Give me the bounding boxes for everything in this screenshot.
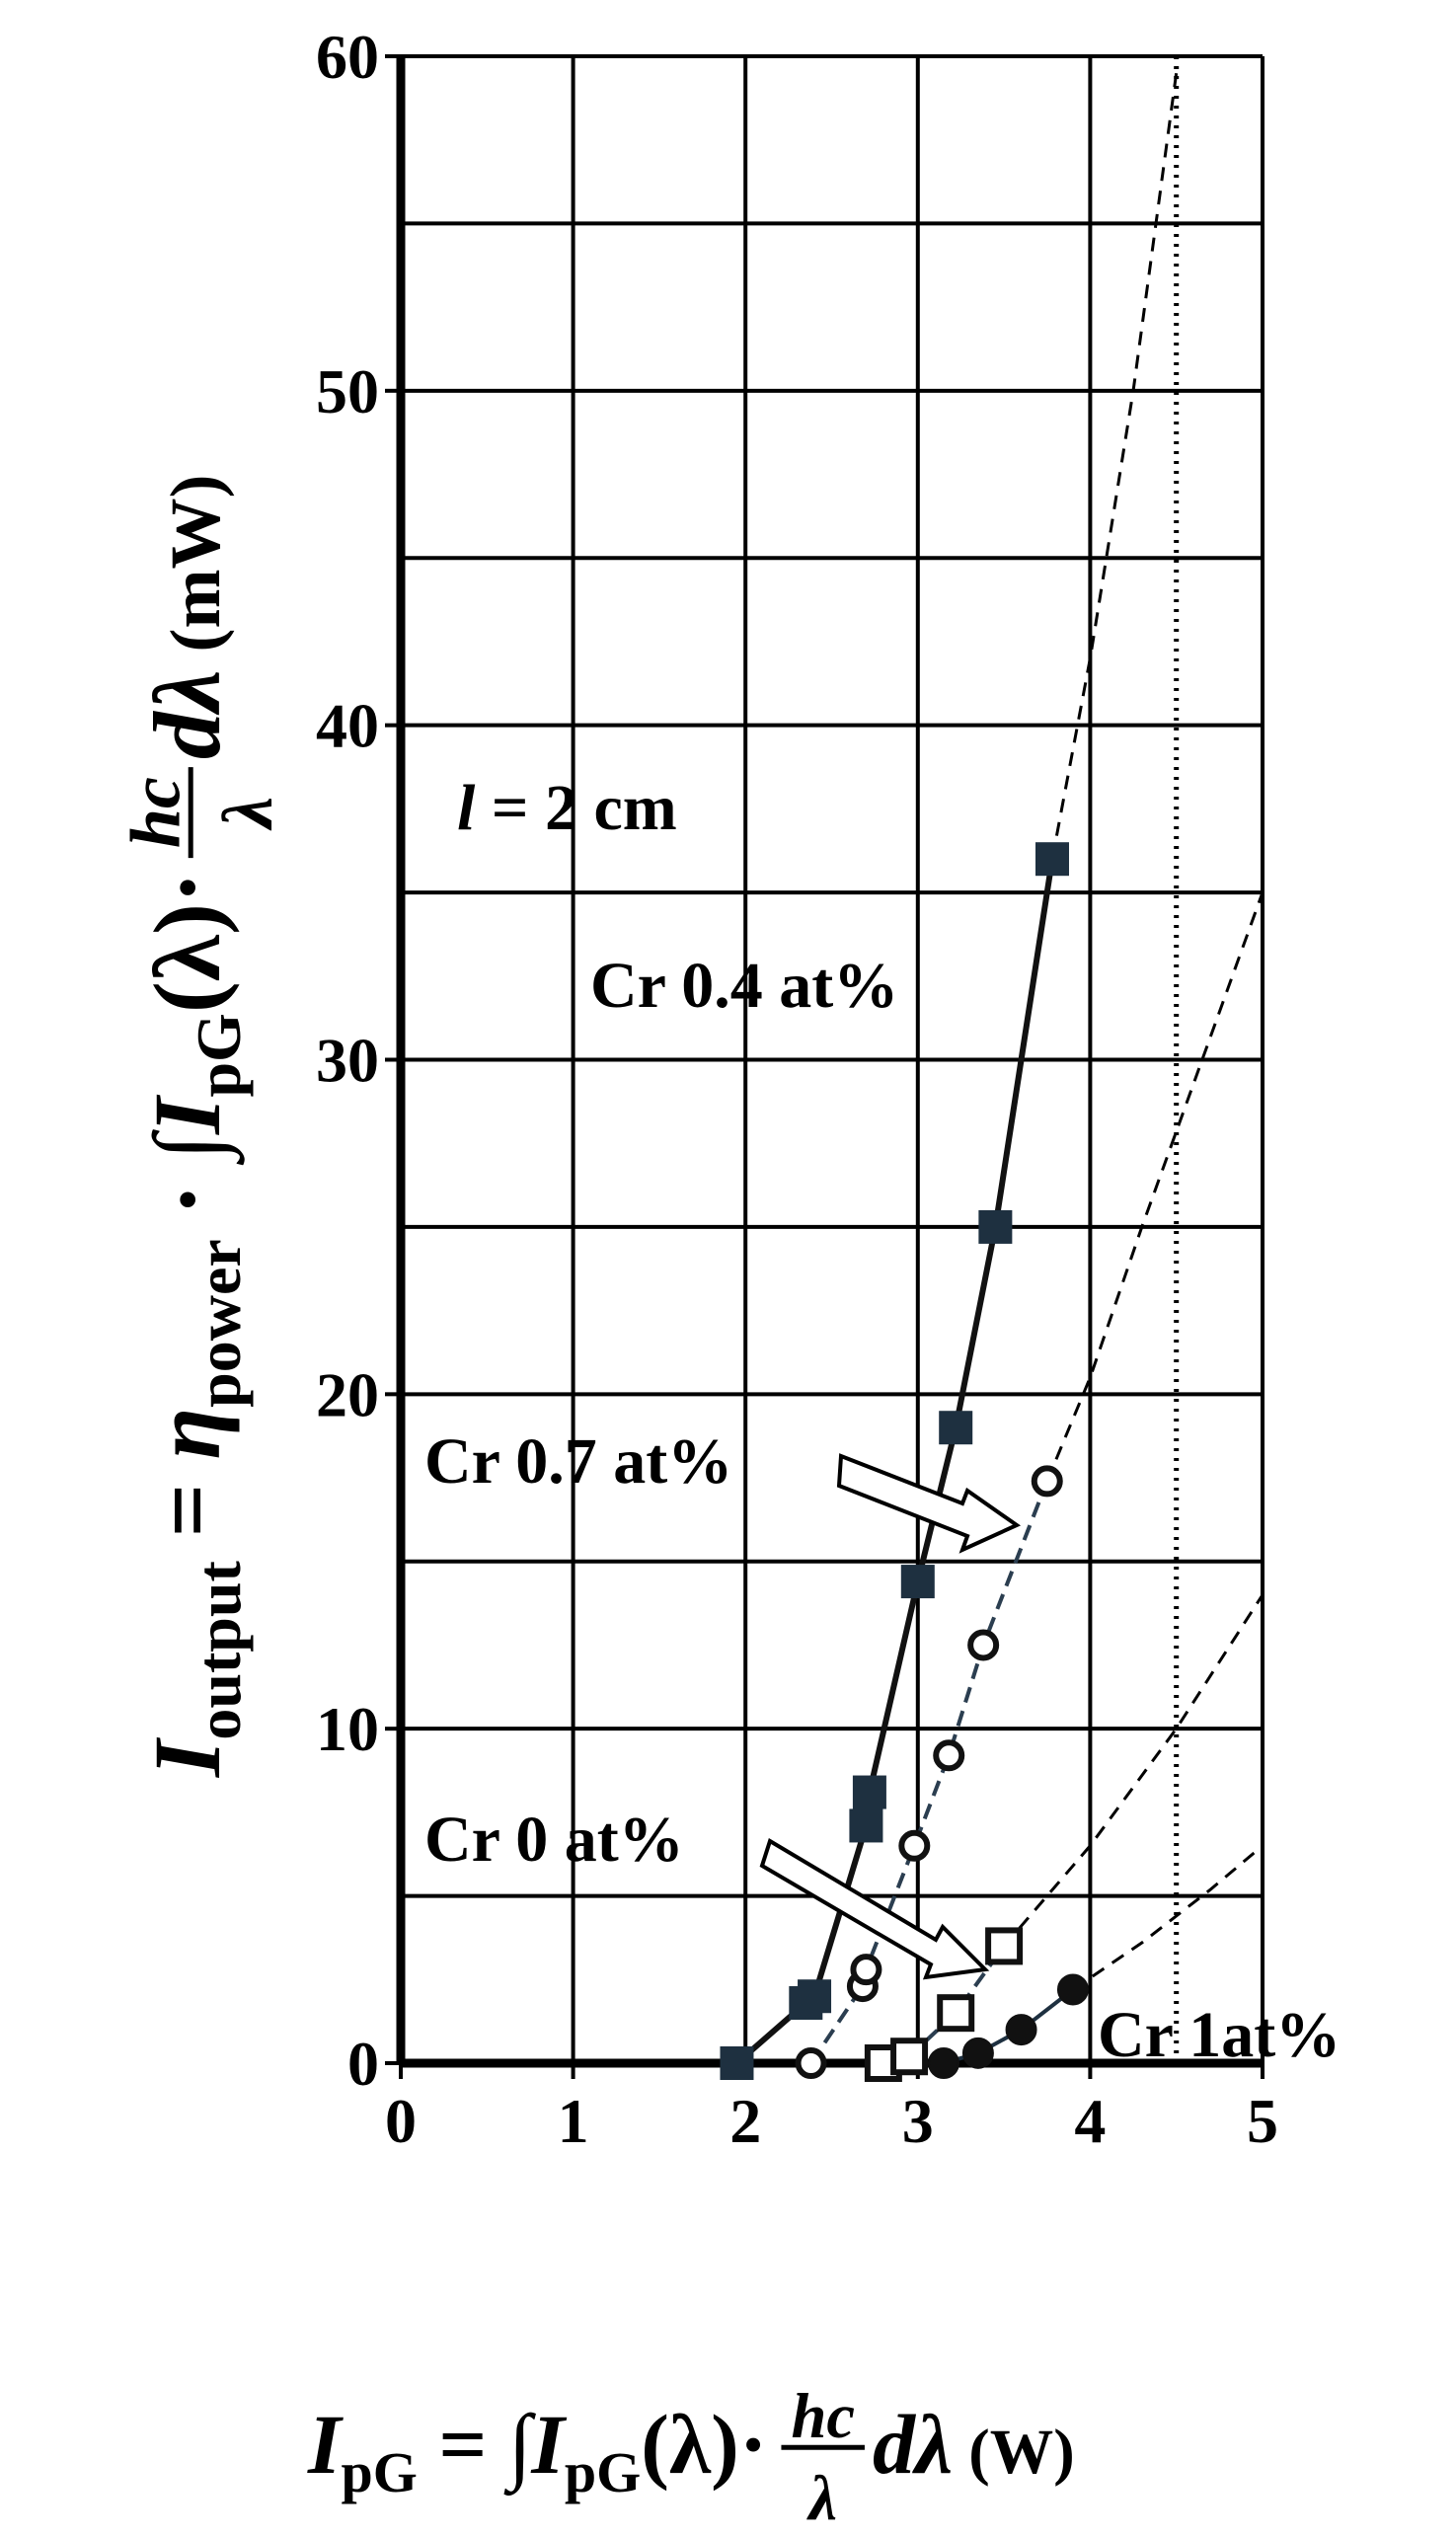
marker	[850, 1954, 882, 1986]
marker	[795, 2047, 827, 2079]
label-part: pG	[184, 1013, 254, 1097]
fit-line	[1050, 72, 1179, 860]
label-part: power	[184, 1239, 254, 1408]
label-part: (W)	[953, 2417, 1075, 2487]
series-annotation: Cr 0 at%	[424, 1804, 684, 1876]
x-tick-label: 2	[729, 2086, 761, 2156]
label-text: Ioutput = ηpower · ∫IpG(λ)·	[134, 872, 254, 1778]
x-tick-label: 1	[558, 2086, 589, 2156]
y-axis-label: Ioutput = ηpower · ∫IpG(λ)·hc λ dλ (mW)	[116, 475, 287, 1778]
label-part: pG	[565, 2440, 641, 2504]
label-denominator: λ	[805, 2463, 837, 2533]
fit-line	[1072, 1844, 1264, 1991]
x-tick-label: 5	[1247, 2086, 1278, 2156]
x-tick-label: 0	[385, 2086, 417, 2156]
marker	[1056, 1973, 1089, 2006]
y-tick-label: 40	[316, 691, 379, 761]
marker	[967, 1629, 1000, 1661]
marker	[978, 1209, 1013, 1244]
marker	[900, 1565, 935, 1599]
marker	[852, 1775, 886, 1809]
marker	[849, 1808, 883, 1843]
label-part: η	[134, 1408, 240, 1460]
length-value: = 2 cm	[475, 772, 676, 844]
label-part: I	[134, 1094, 240, 1135]
marker	[985, 1927, 1024, 1965]
label-part: dλ	[134, 669, 240, 759]
marker	[1035, 842, 1069, 877]
length-symbol: l	[457, 772, 476, 844]
marker	[939, 1411, 973, 1445]
y-tick-label: 30	[316, 1026, 379, 1096]
marker	[937, 1994, 975, 2033]
label-denominator: λ	[208, 797, 287, 831]
marker	[890, 2038, 929, 2076]
marker	[927, 2047, 959, 2079]
x-tick-label: 4	[1074, 2086, 1106, 2156]
series-line	[734, 858, 1055, 2066]
label-part: dλ	[873, 2397, 953, 2492]
label-part: · ∫	[134, 1128, 245, 1239]
series-annotation: Cr 0.7 at%	[424, 1425, 732, 1498]
label-text: dλ (mW)	[134, 475, 240, 760]
y-tick-label: 50	[316, 356, 379, 426]
x-tick-label: 3	[902, 2086, 934, 2156]
label-text: IpG = ∫IpG(λ)·	[307, 2397, 767, 2504]
y-tick-label: 10	[316, 1694, 379, 1764]
label-part: I	[530, 2397, 567, 2492]
label-part: output	[184, 1561, 254, 1740]
label-part: pG	[341, 2440, 417, 2504]
label-part: = ∫	[418, 2397, 537, 2497]
x-axis-label: IpG = ∫IpG(λ)· hcλ dλ (W)	[307, 2381, 1075, 2533]
label-numerator: hc	[116, 777, 195, 848]
series-line	[943, 1987, 1075, 2065]
label-text: dλ (W)	[873, 2397, 1075, 2492]
marker	[1031, 1465, 1063, 1498]
marker	[898, 1829, 931, 1862]
label-part: =	[134, 1460, 240, 1562]
label-part: I	[134, 1736, 240, 1778]
arrow	[836, 1453, 1022, 1554]
series-annotation: Cr 1at%	[1098, 1999, 1341, 2071]
y-tick-label: 20	[316, 1359, 379, 1429]
plot-area: 0 10 20 30 40 50 60 0 1 2 3 4 5	[316, 22, 1278, 2156]
marker	[720, 2046, 754, 2080]
label-part: (λ)·	[641, 2397, 767, 2492]
y-tick-label: 60	[316, 22, 379, 92]
series-annotation: Cr 0.4 at%	[590, 950, 898, 1022]
y-tick-label: 0	[347, 2029, 379, 2099]
length-annotation: l = 2 cm	[457, 772, 677, 844]
marker	[933, 1739, 965, 1772]
marker	[1005, 2014, 1037, 2046]
arrow	[759, 1837, 990, 1980]
fit-line	[1045, 891, 1264, 1483]
label-part: (λ)·	[134, 872, 240, 1013]
marker	[961, 2037, 994, 2069]
fit-line	[1002, 1593, 1264, 1948]
marker	[798, 1979, 832, 2014]
label-numerator: hc	[791, 2381, 855, 2451]
label-part: (mW)	[156, 475, 235, 670]
label-part: I	[307, 2397, 344, 2492]
